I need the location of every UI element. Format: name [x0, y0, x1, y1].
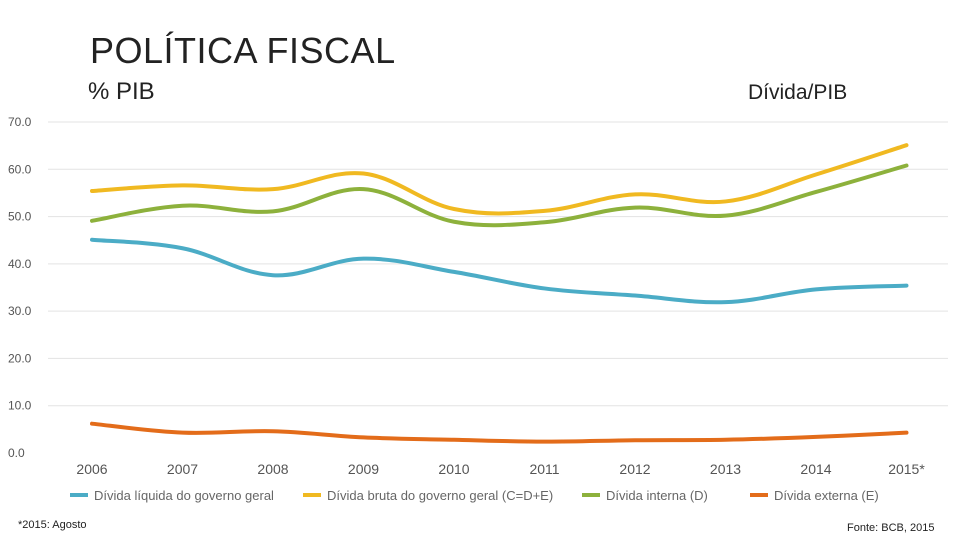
legend-label: Dívida líquida do governo geral — [94, 488, 274, 503]
y-tick-label: 0.0 — [8, 446, 25, 460]
x-tick-label: 2009 — [348, 461, 379, 477]
grid-lines — [48, 121, 948, 407]
footnote: *2015: Agosto — [18, 519, 87, 531]
x-tick-label: 2007 — [167, 461, 198, 477]
series-line — [90, 421, 909, 444]
slide-title: POLÍTICA FISCAL — [90, 30, 396, 71]
x-axis-ticks: 2006 2007 2008 2009 2010 2011 2012 2013 2014 2015… — [76, 461, 925, 477]
series-line — [90, 237, 909, 305]
y-axis-ticks: 0.0 10.0 20.0 30.0 40.0 50.0 60.0 70.0 — [8, 115, 32, 460]
legend-label: Dívida bruta do governo geral (C=D+E) — [327, 488, 553, 503]
y-tick-label: 50.0 — [8, 210, 32, 224]
x-tick-label: 2012 — [619, 461, 650, 477]
x-tick-label: 2006 — [76, 461, 107, 477]
x-tick-label: 2008 — [257, 461, 288, 477]
x-tick-label: 2011 — [529, 461, 559, 477]
y-tick-label: 40.0 — [8, 257, 32, 271]
y-tick-label: 30.0 — [8, 304, 32, 318]
y-tick-label: 70.0 — [8, 115, 32, 129]
legend-label: Dívida interna (D) — [606, 488, 708, 503]
x-tick-label: 2015* — [888, 461, 925, 477]
series-lines — [90, 143, 909, 444]
legend: Dívida líquida do governo geral Dívida br… — [70, 488, 879, 503]
x-tick-label: 2010 — [438, 461, 469, 477]
legend-label: Dívida externa (E) — [774, 488, 879, 503]
x-tick-label: 2014 — [800, 461, 831, 477]
y-tick-label: 10.0 — [8, 399, 32, 413]
series-line — [90, 163, 909, 228]
y-tick-label: 60.0 — [8, 162, 32, 176]
series-line — [90, 143, 909, 216]
source-note: Fonte: BCB, 2015 — [847, 522, 935, 534]
chart-subtitle: Dívida/PIB — [748, 81, 848, 104]
y-tick-label: 20.0 — [8, 351, 32, 365]
x-tick-label: 2013 — [710, 461, 741, 477]
unit-label: % PIB — [88, 78, 155, 105]
